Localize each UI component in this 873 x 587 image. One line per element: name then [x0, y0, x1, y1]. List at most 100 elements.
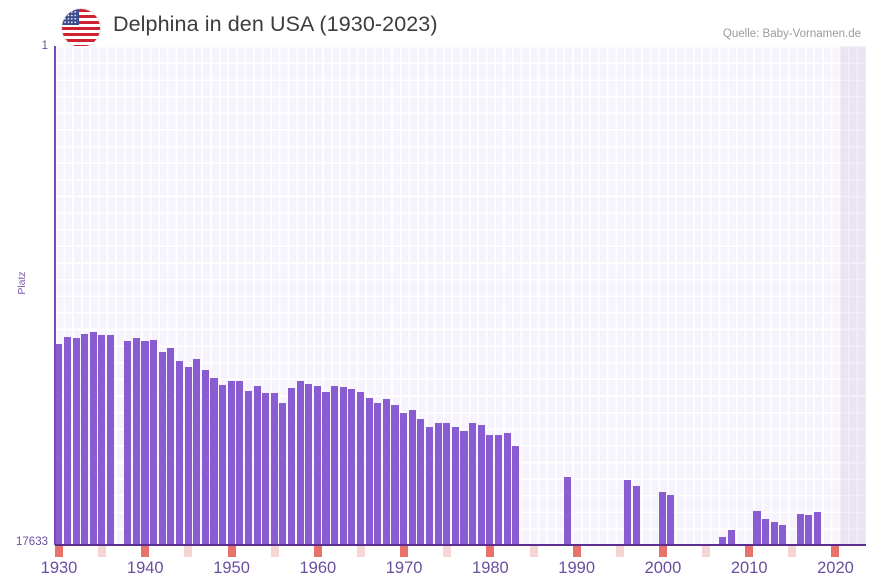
bar — [167, 348, 175, 545]
x-tick-marker — [486, 546, 495, 557]
bar — [632, 485, 640, 545]
page-title: Delphina in den USA (1930-2023) — [113, 12, 438, 36]
bar — [443, 423, 451, 545]
x-tick-marker — [55, 546, 63, 557]
y-axis-line — [54, 46, 56, 545]
bar — [563, 477, 571, 545]
bar — [382, 398, 390, 545]
x-axis-tick-label: 2020 — [817, 559, 854, 577]
x-tick-marker — [615, 546, 624, 557]
bar — [72, 337, 80, 545]
bar — [193, 359, 201, 545]
x-axis-tick-label: 1990 — [558, 559, 596, 577]
bar — [425, 426, 434, 545]
bar — [460, 431, 468, 545]
x-axis-tick-label: 1950 — [213, 559, 250, 577]
bar — [434, 422, 442, 545]
bar — [175, 361, 184, 545]
x-axis-tick-label: 2000 — [644, 559, 682, 577]
bar — [365, 398, 373, 545]
bar — [753, 510, 761, 545]
bar — [667, 494, 675, 545]
bar — [624, 480, 632, 545]
bar — [150, 340, 158, 545]
x-tick-marker — [831, 546, 840, 557]
bar — [391, 404, 399, 545]
x-tick-marker — [98, 546, 107, 557]
bar — [494, 434, 502, 545]
x-axis-tick-label: 1960 — [299, 559, 337, 577]
bar — [417, 419, 425, 545]
x-tick-marker — [227, 546, 236, 557]
x-tick-marker — [356, 546, 365, 557]
x-tick-marker — [270, 546, 279, 557]
bar — [313, 386, 321, 545]
bar — [451, 426, 459, 545]
bar — [512, 445, 520, 545]
bar-series — [55, 46, 866, 545]
bar — [356, 392, 365, 545]
bar — [262, 392, 270, 545]
x-tick-marker — [745, 546, 754, 557]
bar — [469, 423, 477, 545]
x-tick-marker — [529, 546, 538, 557]
bar — [141, 340, 149, 545]
bar — [658, 491, 666, 545]
bar — [244, 391, 253, 545]
x-tick-marker — [788, 546, 797, 557]
x-tick-marker — [443, 546, 452, 557]
bar — [477, 425, 485, 545]
x-axis-line — [55, 544, 866, 547]
bar — [339, 386, 347, 545]
y-axis-tick-top: 1 — [41, 40, 48, 52]
bar — [270, 393, 278, 545]
bar — [779, 525, 787, 545]
bar — [770, 522, 778, 545]
y-axis-label: Platz — [16, 271, 28, 295]
x-axis-tick-label: 1930 — [40, 559, 78, 577]
x-tick-marker — [400, 546, 409, 557]
bar — [762, 518, 770, 545]
bar — [727, 529, 735, 545]
bar — [322, 392, 330, 545]
bar — [201, 369, 209, 545]
x-tick-marker — [141, 546, 150, 557]
bar — [348, 389, 356, 545]
bar — [107, 335, 115, 545]
x-axis-tick-label: 1970 — [385, 559, 423, 577]
bar — [210, 378, 218, 545]
bar — [400, 413, 408, 545]
bar — [55, 344, 63, 545]
bar — [331, 385, 339, 545]
bar — [219, 384, 227, 545]
bar — [288, 387, 296, 545]
bar — [296, 381, 304, 545]
x-tick-marker — [572, 546, 581, 557]
bar — [813, 512, 821, 545]
flag-canton — [62, 9, 79, 25]
x-tick-marker — [184, 546, 193, 557]
bar — [486, 434, 494, 545]
bar — [98, 335, 106, 545]
y-axis-tick-bottom: 17633 — [16, 536, 48, 548]
source-attribution: Quelle: Baby-Vornamen.de — [722, 28, 861, 40]
bar — [184, 366, 192, 545]
bar — [253, 385, 261, 545]
plot-area — [55, 46, 866, 545]
bar — [132, 338, 140, 545]
bar — [503, 433, 511, 545]
bar — [305, 383, 313, 545]
bar — [124, 341, 132, 545]
x-axis-tick-label: 2010 — [730, 559, 768, 577]
bar — [718, 536, 727, 545]
bar — [408, 409, 416, 545]
bar — [805, 514, 813, 545]
x-axis-tick-markers — [55, 546, 866, 557]
x-tick-marker — [702, 546, 711, 557]
bar — [796, 513, 804, 545]
bar — [89, 331, 97, 545]
bar — [236, 381, 244, 545]
x-axis-tick-label: 1980 — [472, 559, 509, 577]
x-tick-marker — [658, 546, 667, 557]
